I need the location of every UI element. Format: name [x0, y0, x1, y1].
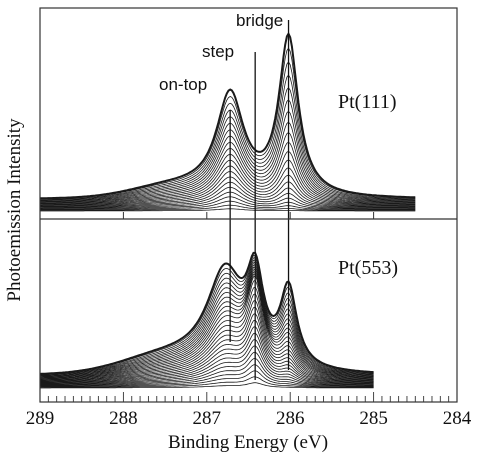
x-axis-title: Binding Energy (eV) — [168, 432, 328, 453]
spectrum-line — [40, 196, 416, 210]
spectrum-line — [40, 159, 416, 206]
spectrum-line — [39, 251, 374, 375]
panel-label-pt553: Pt(553) — [338, 257, 398, 279]
x-tick-label: 289 — [26, 408, 55, 429]
spectrum-line — [40, 345, 374, 386]
spectrum-line — [40, 266, 374, 378]
annotation-bridge: bridge — [236, 11, 283, 30]
spectrum-line — [40, 257, 374, 376]
spectrum-line — [40, 382, 374, 389]
spectrum-line — [39, 268, 374, 378]
spectrum-line — [39, 279, 374, 381]
spectrum-line — [40, 61, 416, 200]
spectrum-line — [39, 370, 374, 388]
spectrum-line — [40, 319, 374, 384]
spectrum-line — [40, 259, 374, 376]
spectrum-line — [40, 293, 374, 382]
annotation-step: step — [202, 42, 234, 61]
x-tick-label: 284 — [443, 408, 472, 429]
spectrum-line — [39, 150, 416, 205]
spectrum-line — [40, 110, 416, 203]
spectrum-line — [39, 255, 374, 375]
spectrum-line — [39, 286, 374, 381]
spectrum-line — [40, 313, 374, 383]
spectrum-line — [40, 171, 416, 207]
spectrum-line — [40, 264, 374, 377]
spectrum-line — [40, 275, 374, 380]
spectrum-line — [40, 326, 374, 384]
peak-markers — [229, 20, 290, 380]
x-tick-label: 288 — [109, 408, 138, 429]
spectrum-line — [40, 47, 416, 200]
spectrum-line — [40, 87, 416, 202]
spectrum-line — [40, 351, 374, 386]
x-axis-ticks: 289 288 287 286 285 284 — [26, 392, 472, 429]
spectrum-line — [40, 141, 416, 205]
spectrum-line — [40, 299, 374, 382]
spectrum-line — [39, 74, 416, 201]
spectrum-line — [40, 273, 374, 379]
x-tick-label: 286 — [276, 408, 305, 429]
spectrum-line — [40, 357, 374, 387]
spectrum-line — [40, 131, 416, 204]
spectrum-line — [40, 186, 416, 209]
spectrum-line — [40, 31, 416, 200]
spectrum-line — [39, 261, 374, 377]
spectrum-line — [39, 332, 374, 385]
spectrum-line — [40, 208, 416, 212]
x-tick-label: 285 — [359, 408, 388, 429]
spectrum-line — [39, 306, 374, 383]
panel-label-pt111: Pt(111) — [338, 91, 397, 113]
x-tick-label: 287 — [193, 408, 222, 429]
spectrum-line — [40, 376, 374, 388]
y-axis-title: Photoemission Intensity — [4, 118, 25, 302]
panel-pt111 — [39, 31, 416, 212]
spectrum-line — [40, 121, 416, 203]
spectrum-line — [40, 339, 374, 385]
annotation-on-top: on-top — [159, 75, 207, 94]
spectrum-line — [40, 99, 416, 202]
spectrum-line — [39, 191, 416, 210]
spectrum-line — [40, 200, 416, 211]
spectrum-line — [39, 271, 374, 379]
spectrum-line — [40, 165, 416, 207]
spectrum-line — [40, 204, 416, 211]
spectrum-line — [40, 181, 416, 208]
spectrum-line — [40, 364, 374, 387]
spectrum-line — [40, 176, 416, 208]
panel-pt553 — [39, 251, 374, 389]
